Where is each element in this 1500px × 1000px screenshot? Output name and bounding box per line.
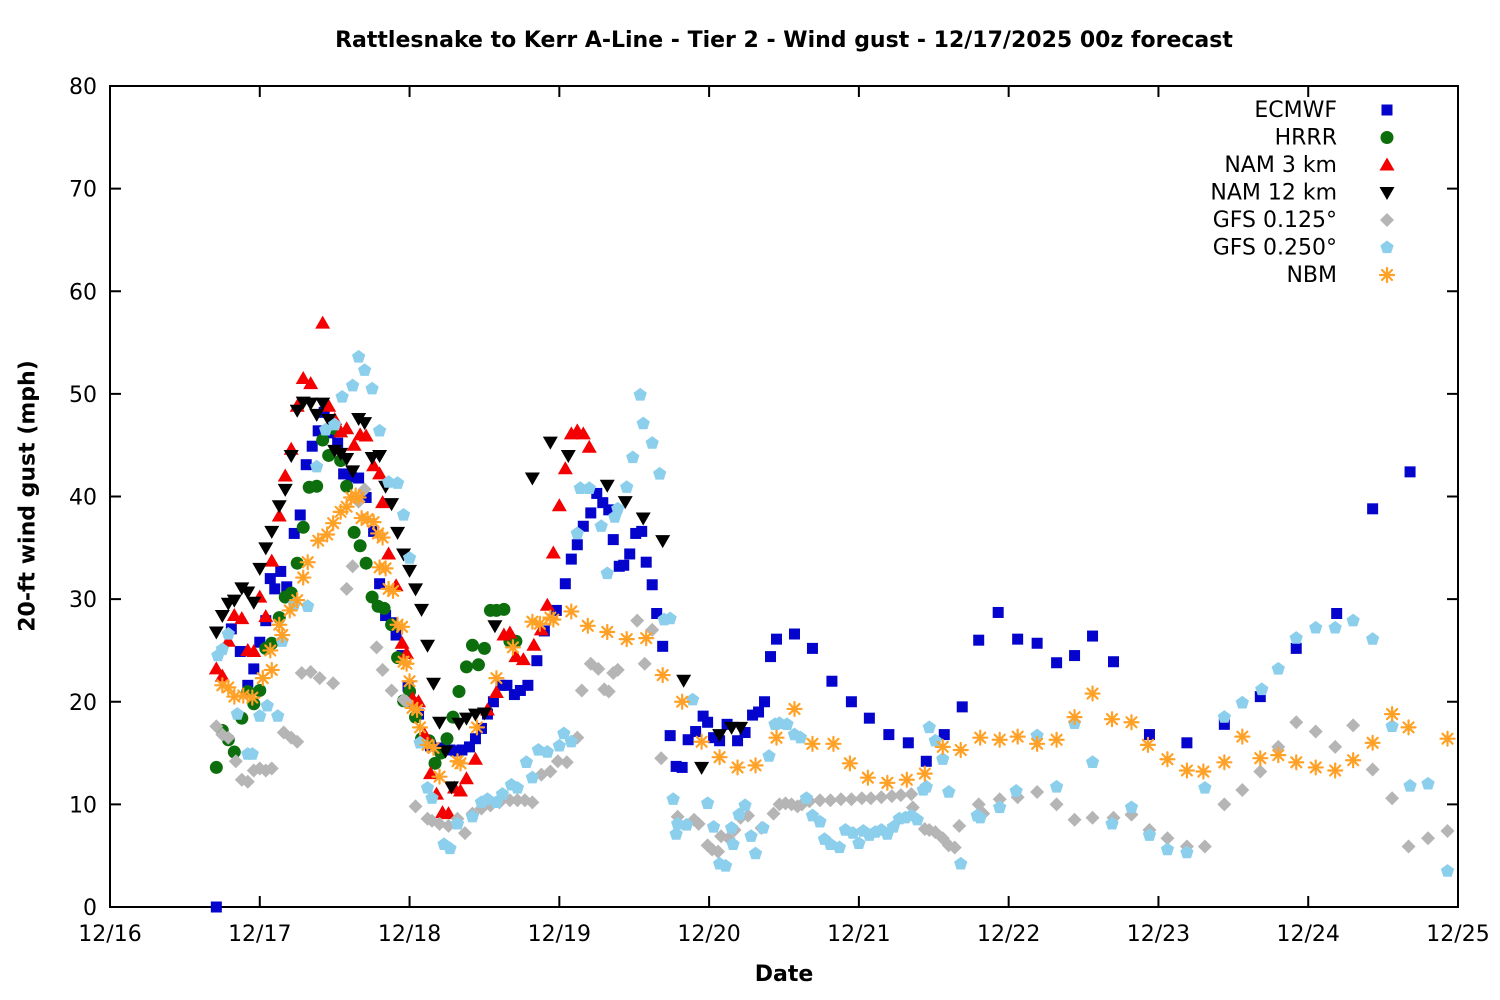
chart-title: Rattlesnake to Kerr A-Line - Tier 2 - Wi…: [335, 28, 1233, 53]
legend-label: NAM 12 km: [1210, 181, 1337, 206]
x-tick-label: 12/21: [827, 922, 890, 947]
y-tick-label: 10: [69, 793, 97, 818]
series-nam-12-km: [208, 396, 749, 795]
legend-marker-square: [1381, 104, 1393, 116]
legend-marker-circle: [1380, 131, 1394, 144]
legend-marker-pentagon: [1380, 240, 1394, 254]
y-axis-ticks: 0 10 20 30 40 50 60 70 80: [69, 75, 1458, 921]
x-axis-label: Date: [754, 962, 814, 987]
y-tick-label: 50: [69, 383, 97, 408]
legend-marker-asterisk: [1378, 266, 1396, 284]
x-tick-label: 12/23: [1127, 922, 1190, 947]
legend-label: ECMWF: [1254, 98, 1337, 123]
x-tick-label: 12/24: [1277, 922, 1340, 947]
legend-label: GFS 0.125°: [1213, 208, 1337, 233]
x-tick-label: 12/16: [78, 922, 141, 947]
y-tick-label: 20: [69, 691, 97, 716]
y-tick-label: 40: [69, 486, 97, 511]
y-tick-label: 60: [69, 280, 97, 305]
x-tick-label: 12/18: [378, 922, 441, 947]
x-tick-label: 12/20: [677, 922, 740, 947]
y-tick-label: 30: [69, 588, 97, 613]
y-tick-label: 0: [83, 896, 97, 921]
legend-marker-diamond: [1380, 213, 1394, 227]
legend-marker-triangle-down: [1379, 187, 1395, 200]
legend-label: HRRR: [1275, 126, 1337, 151]
series-gfs-0-250-: [211, 349, 1455, 877]
series-nbm: [214, 487, 1456, 791]
legend-marker-triangle-up: [1379, 157, 1395, 171]
x-tick-label: 12/25: [1426, 922, 1489, 947]
y-tick-label: 70: [69, 178, 97, 203]
series-gfs-0-125-: [209, 482, 1455, 859]
x-tick-label: 12/22: [977, 922, 1040, 947]
x-tick-label: 12/17: [228, 922, 291, 947]
legend-label: NAM 3 km: [1224, 153, 1337, 178]
legend-label: NBM: [1286, 263, 1337, 288]
y-tick-label: 80: [69, 75, 97, 100]
x-axis-ticks: 12/16 12/17 12/18 12/19 12/20 12/21 12/22 12/23…: [78, 86, 1490, 947]
x-tick-label: 12/19: [528, 922, 591, 947]
legend-label: GFS 0.250°: [1213, 236, 1337, 261]
